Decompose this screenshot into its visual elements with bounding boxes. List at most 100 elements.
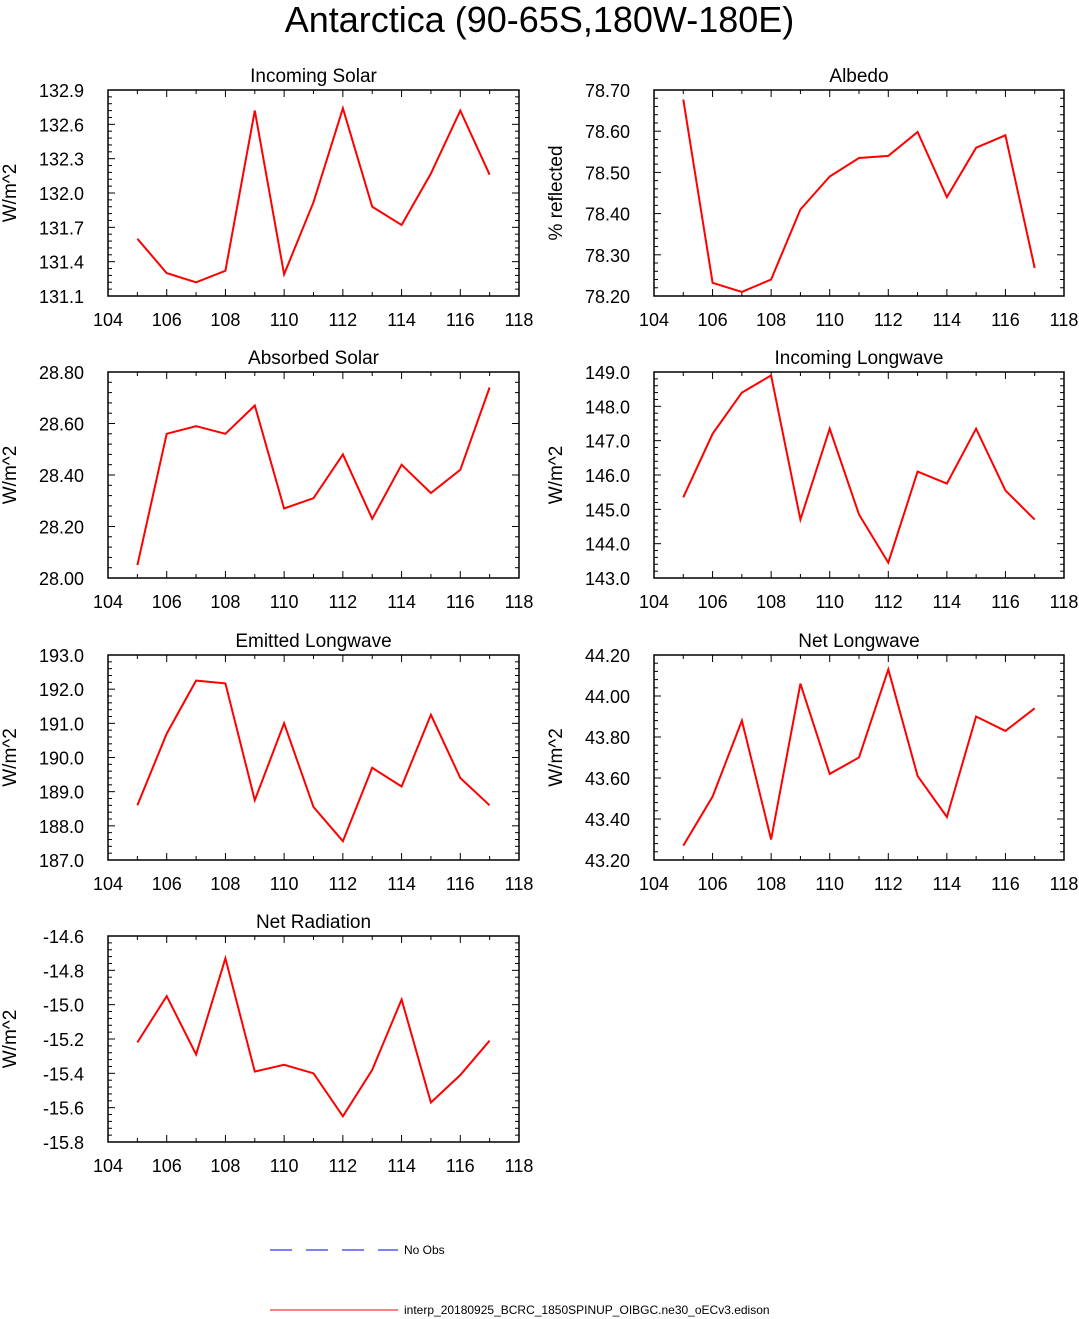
y-tick-label: 147.0 — [585, 432, 630, 452]
y-tick-label: -15.6 — [43, 1099, 84, 1119]
panel-title: Emitted Longwave — [235, 631, 391, 652]
x-tick-label: 108 — [210, 874, 240, 894]
x-tick-label: 104 — [93, 310, 123, 330]
y-axis-label: W/m^2 — [0, 446, 21, 505]
x-tick-label: 108 — [210, 1156, 240, 1176]
x-tick-label: 110 — [270, 1156, 299, 1176]
x-tick-label: 116 — [991, 874, 1020, 894]
y-tick-label: -15.2 — [43, 1030, 84, 1050]
x-tick-label: 114 — [933, 310, 962, 330]
plot-frame — [653, 371, 1065, 579]
x-tick-label: 110 — [815, 592, 844, 612]
y-tick-label: -15.8 — [43, 1133, 84, 1153]
x-tick-label: 116 — [991, 592, 1020, 612]
y-tick-label: 146.0 — [585, 466, 630, 486]
x-tick-label: 114 — [387, 1156, 416, 1176]
chart-panel: 104 106 108 110 112 114 116 118 -15.8 -15.6 -15.4 -… — [0, 912, 533, 1176]
x-tick-label: 106 — [152, 592, 182, 612]
series-line — [136, 104, 491, 284]
x-tick-label: 108 — [210, 310, 240, 330]
panel-title: Incoming Solar — [250, 66, 377, 87]
y-tick-label: 28.00 — [39, 569, 84, 589]
x-tick-label: 112 — [329, 310, 358, 330]
x-tick-label: 104 — [639, 592, 669, 612]
y-tick-label: -15.0 — [43, 996, 84, 1016]
y-tick-label: 132.3 — [39, 150, 84, 170]
x-tick-label: 112 — [874, 874, 903, 894]
x-tick-label: 104 — [639, 310, 669, 330]
x-tick-label: 118 — [505, 592, 534, 612]
y-tick-label: 28.60 — [39, 415, 84, 435]
y-tick-label: 78.40 — [585, 205, 630, 225]
panel-title: Incoming Longwave — [775, 348, 944, 369]
x-tick-label: 116 — [446, 874, 475, 894]
chart-panel: 104 106 108 110 112 114 116 118 28.00 28.20 28.40 2… — [0, 348, 533, 612]
x-tick-label: 106 — [152, 310, 182, 330]
series-line — [136, 679, 491, 844]
x-tick-label: 110 — [270, 310, 299, 330]
y-tick-label: 43.60 — [585, 769, 630, 789]
legend-label: No Obs — [404, 1243, 445, 1257]
y-tick-label: 191.0 — [39, 714, 84, 734]
x-tick-label: 108 — [210, 592, 240, 612]
y-tick-label: -14.6 — [43, 927, 84, 947]
x-tick-label: 116 — [446, 592, 475, 612]
x-tick-label: 114 — [933, 874, 962, 894]
y-tick-label: 78.50 — [585, 163, 630, 183]
x-tick-label: 110 — [270, 874, 299, 894]
y-tick-label: 28.80 — [39, 363, 84, 383]
y-tick-label: -15.4 — [43, 1064, 84, 1084]
x-tick-label: 108 — [756, 310, 786, 330]
x-tick-label: 108 — [756, 874, 786, 894]
page-title: Antarctica (90-65S,180W-180E) — [284, 0, 795, 40]
x-tick-label: 114 — [933, 592, 962, 612]
x-tick-label: 104 — [93, 874, 123, 894]
x-tick-label: 104 — [639, 874, 669, 894]
series-line — [682, 373, 1036, 565]
x-tick-label: 118 — [1050, 874, 1079, 894]
y-axis-label: W/m^2 — [0, 164, 21, 223]
chart-panel: 104 106 108 110 112 114 116 118 187.0 188.0 189.0 1… — [0, 631, 533, 894]
y-tick-label: 132.6 — [39, 115, 84, 135]
x-tick-label: 106 — [698, 592, 728, 612]
y-tick-label: 190.0 — [39, 749, 84, 769]
x-tick-label: 118 — [505, 310, 534, 330]
y-tick-label: 148.0 — [585, 397, 630, 417]
y-tick-label: 78.70 — [585, 81, 630, 101]
x-tick-label: 118 — [1050, 592, 1079, 612]
y-tick-label: 188.0 — [39, 817, 84, 837]
y-tick-label: 28.40 — [39, 466, 84, 486]
chart-panel: 104 106 108 110 112 114 116 118 78.20 78.30 78.40 7… — [546, 66, 1078, 330]
x-tick-label: 118 — [1050, 310, 1079, 330]
y-axis-label: W/m^2 — [546, 446, 567, 505]
y-tick-label: 193.0 — [39, 646, 84, 666]
x-tick-label: 112 — [329, 874, 358, 894]
x-tick-label: 106 — [698, 310, 728, 330]
x-tick-label: 112 — [329, 592, 358, 612]
y-tick-label: 143.0 — [585, 569, 630, 589]
series-line — [136, 954, 491, 1119]
plot-frame — [653, 89, 1065, 297]
x-tick-label: 116 — [446, 1156, 475, 1176]
panel-title: Net Radiation — [256, 912, 371, 933]
x-tick-label: 114 — [387, 310, 416, 330]
y-tick-label: 149.0 — [585, 363, 630, 383]
x-tick-label: 110 — [270, 592, 299, 612]
y-tick-label: 78.30 — [585, 246, 630, 266]
x-tick-label: 108 — [756, 592, 786, 612]
y-tick-label: 43.40 — [585, 810, 630, 830]
x-tick-label: 112 — [874, 310, 903, 330]
x-tick-label: 114 — [387, 874, 416, 894]
y-tick-label: 131.1 — [39, 287, 84, 307]
chart-panel: 104 106 108 110 112 114 116 118 131.1 131.4 131.7 1… — [0, 66, 533, 330]
y-axis-label: W/m^2 — [0, 728, 21, 787]
y-tick-label: 78.60 — [585, 122, 630, 142]
plot-frame — [107, 654, 520, 861]
x-tick-label: 116 — [446, 310, 475, 330]
y-tick-label: 192.0 — [39, 680, 84, 700]
chart-panel: 104 106 108 110 112 114 116 118 43.20 43.40 43.60 4… — [546, 631, 1078, 894]
legend: No Obs interp_20180925_BCRC_1850SPINUP_OI… — [270, 1243, 770, 1317]
plot-frame — [107, 371, 520, 579]
y-tick-label: 187.0 — [39, 851, 84, 871]
